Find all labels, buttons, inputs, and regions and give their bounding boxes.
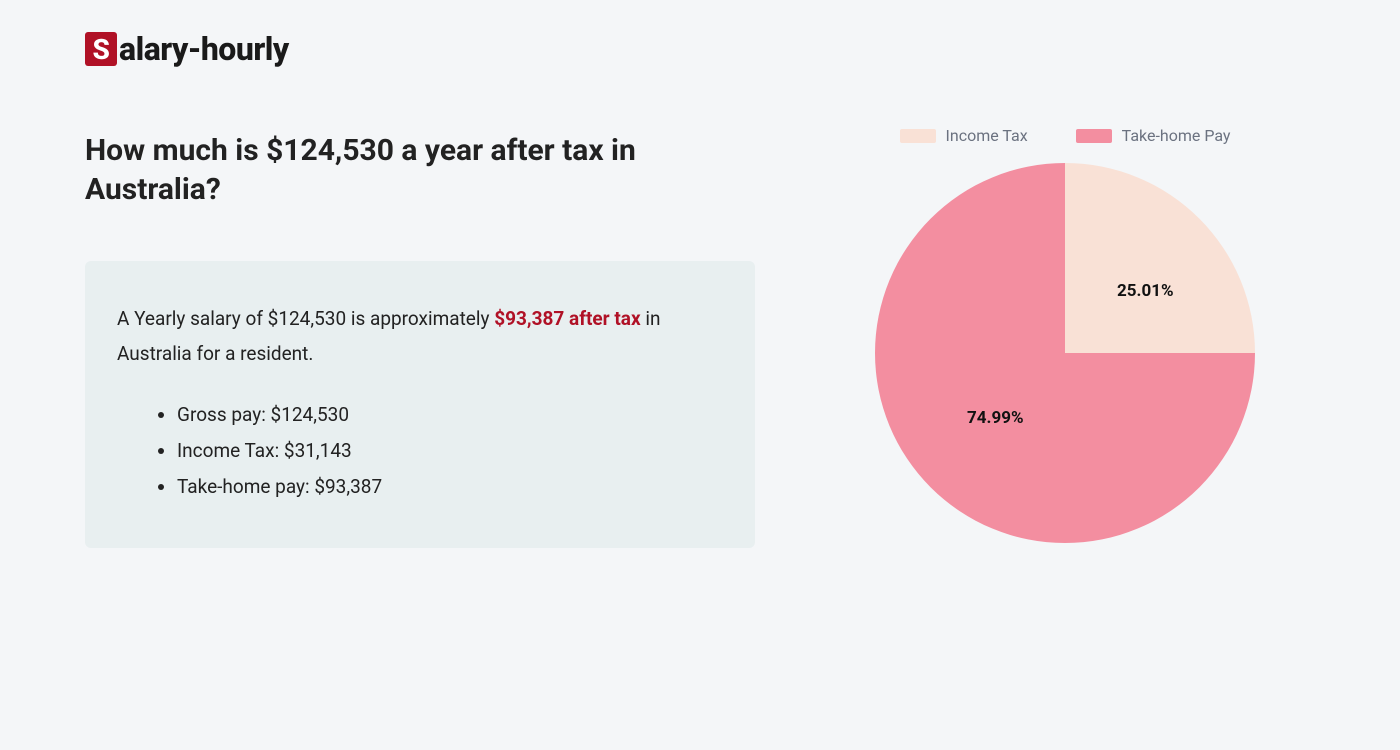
pie-circle bbox=[875, 163, 1255, 543]
left-column: How much is $124,530 a year after tax in… bbox=[85, 126, 755, 548]
legend-label: Income Tax bbox=[946, 126, 1028, 145]
summary-box: A Yearly salary of $124,530 is approxima… bbox=[85, 261, 755, 548]
summary-sentence: A Yearly salary of $124,530 is approxima… bbox=[117, 301, 723, 371]
pie-slice-label: 74.99% bbox=[967, 408, 1024, 428]
site-logo: Salary-hourly bbox=[85, 30, 1315, 68]
chart-legend: Income Tax Take-home Pay bbox=[900, 126, 1231, 145]
legend-item-take-home: Take-home Pay bbox=[1076, 126, 1231, 145]
legend-swatch bbox=[1076, 129, 1112, 143]
summary-before: A Yearly salary of $124,530 is approxima… bbox=[117, 307, 494, 330]
legend-item-income-tax: Income Tax bbox=[900, 126, 1028, 145]
page-title: How much is $124,530 a year after tax in… bbox=[85, 131, 645, 209]
logo-text: alary-hourly bbox=[119, 30, 289, 68]
logo-badge: S bbox=[85, 32, 117, 66]
list-item: Income Tax: $31,143 bbox=[177, 433, 723, 469]
summary-list: Gross pay: $124,530 Income Tax: $31,143 … bbox=[117, 397, 723, 505]
pie-chart: 25.01% 74.99% bbox=[875, 163, 1255, 543]
list-item: Gross pay: $124,530 bbox=[177, 397, 723, 433]
main-content: How much is $124,530 a year after tax in… bbox=[85, 126, 1315, 548]
summary-highlight: $93,387 after tax bbox=[494, 307, 640, 330]
legend-label: Take-home Pay bbox=[1122, 126, 1231, 145]
pie-slice-label: 25.01% bbox=[1117, 281, 1174, 301]
right-column: Income Tax Take-home Pay 25.01% 74.99% bbox=[815, 126, 1315, 543]
legend-swatch bbox=[900, 129, 936, 143]
list-item: Take-home pay: $93,387 bbox=[177, 469, 723, 505]
